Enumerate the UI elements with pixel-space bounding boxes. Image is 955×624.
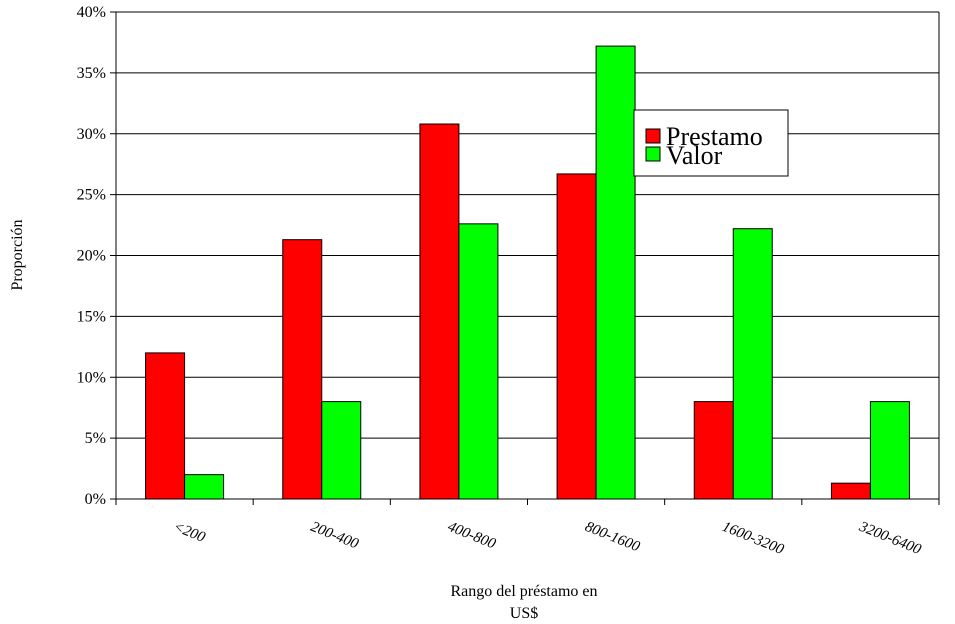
legend-swatch-prestamo [645, 128, 661, 144]
bar-valor-0 [184, 474, 225, 500]
bars [145, 45, 910, 500]
y-tick-label: 15% [77, 308, 106, 325]
axes [110, 11, 940, 505]
y-tick-labels: 0% 5% 10% 15% 20% 25% 30% 35% 40% [77, 4, 106, 508]
bar-valor-3 [595, 45, 636, 500]
y-tick-label: 20% [77, 248, 106, 265]
bar-prestamo-4 [693, 401, 734, 500]
x-axis-title-line1: Rango del préstamo en [450, 583, 597, 600]
x-tick-label: 3200-6400 [856, 518, 924, 558]
bar-valor-5 [869, 401, 910, 500]
y-tick-label: 40% [77, 4, 106, 21]
bar-prestamo-1 [282, 239, 323, 500]
bar-prestamo-3 [556, 173, 597, 500]
y-tick-label: 30% [77, 126, 106, 143]
legend-label-prestamo: Prestamo [666, 122, 763, 151]
bar-valor-4 [732, 228, 773, 500]
bar-prestamo-2 [419, 123, 460, 500]
x-tick-label: 1600-3200 [720, 519, 787, 558]
y-tick-label: 0% [85, 491, 106, 508]
y-tick-label: 35% [77, 65, 106, 82]
y-tick-label: 10% [77, 369, 106, 386]
x-axis-title-line2: US$ [510, 605, 538, 622]
legend: Prestamo Valor [633, 109, 789, 177]
gridlines [116, 11, 939, 439]
y-axis-title: Proporción [9, 219, 26, 290]
y-tick-label: 25% [77, 187, 106, 204]
x-tick-label: <200 [171, 519, 208, 546]
x-tick-label: 800-1600 [583, 519, 643, 556]
legend-label-valor: Valor [666, 141, 723, 170]
bar-prestamo-0 [145, 352, 186, 500]
y-tick-label: 5% [85, 430, 106, 447]
bar-valor-1 [321, 401, 362, 500]
legend-swatch-valor [645, 146, 661, 162]
x-tick-label: 400-800 [445, 519, 498, 553]
bar-valor-2 [458, 223, 499, 500]
x-tick-label: 200-400 [308, 519, 361, 553]
bar-prestamo-5 [830, 482, 871, 500]
x-tick-labels: <200 200-400 400-800 800-1600 1600-3200 3200-… [171, 518, 924, 558]
